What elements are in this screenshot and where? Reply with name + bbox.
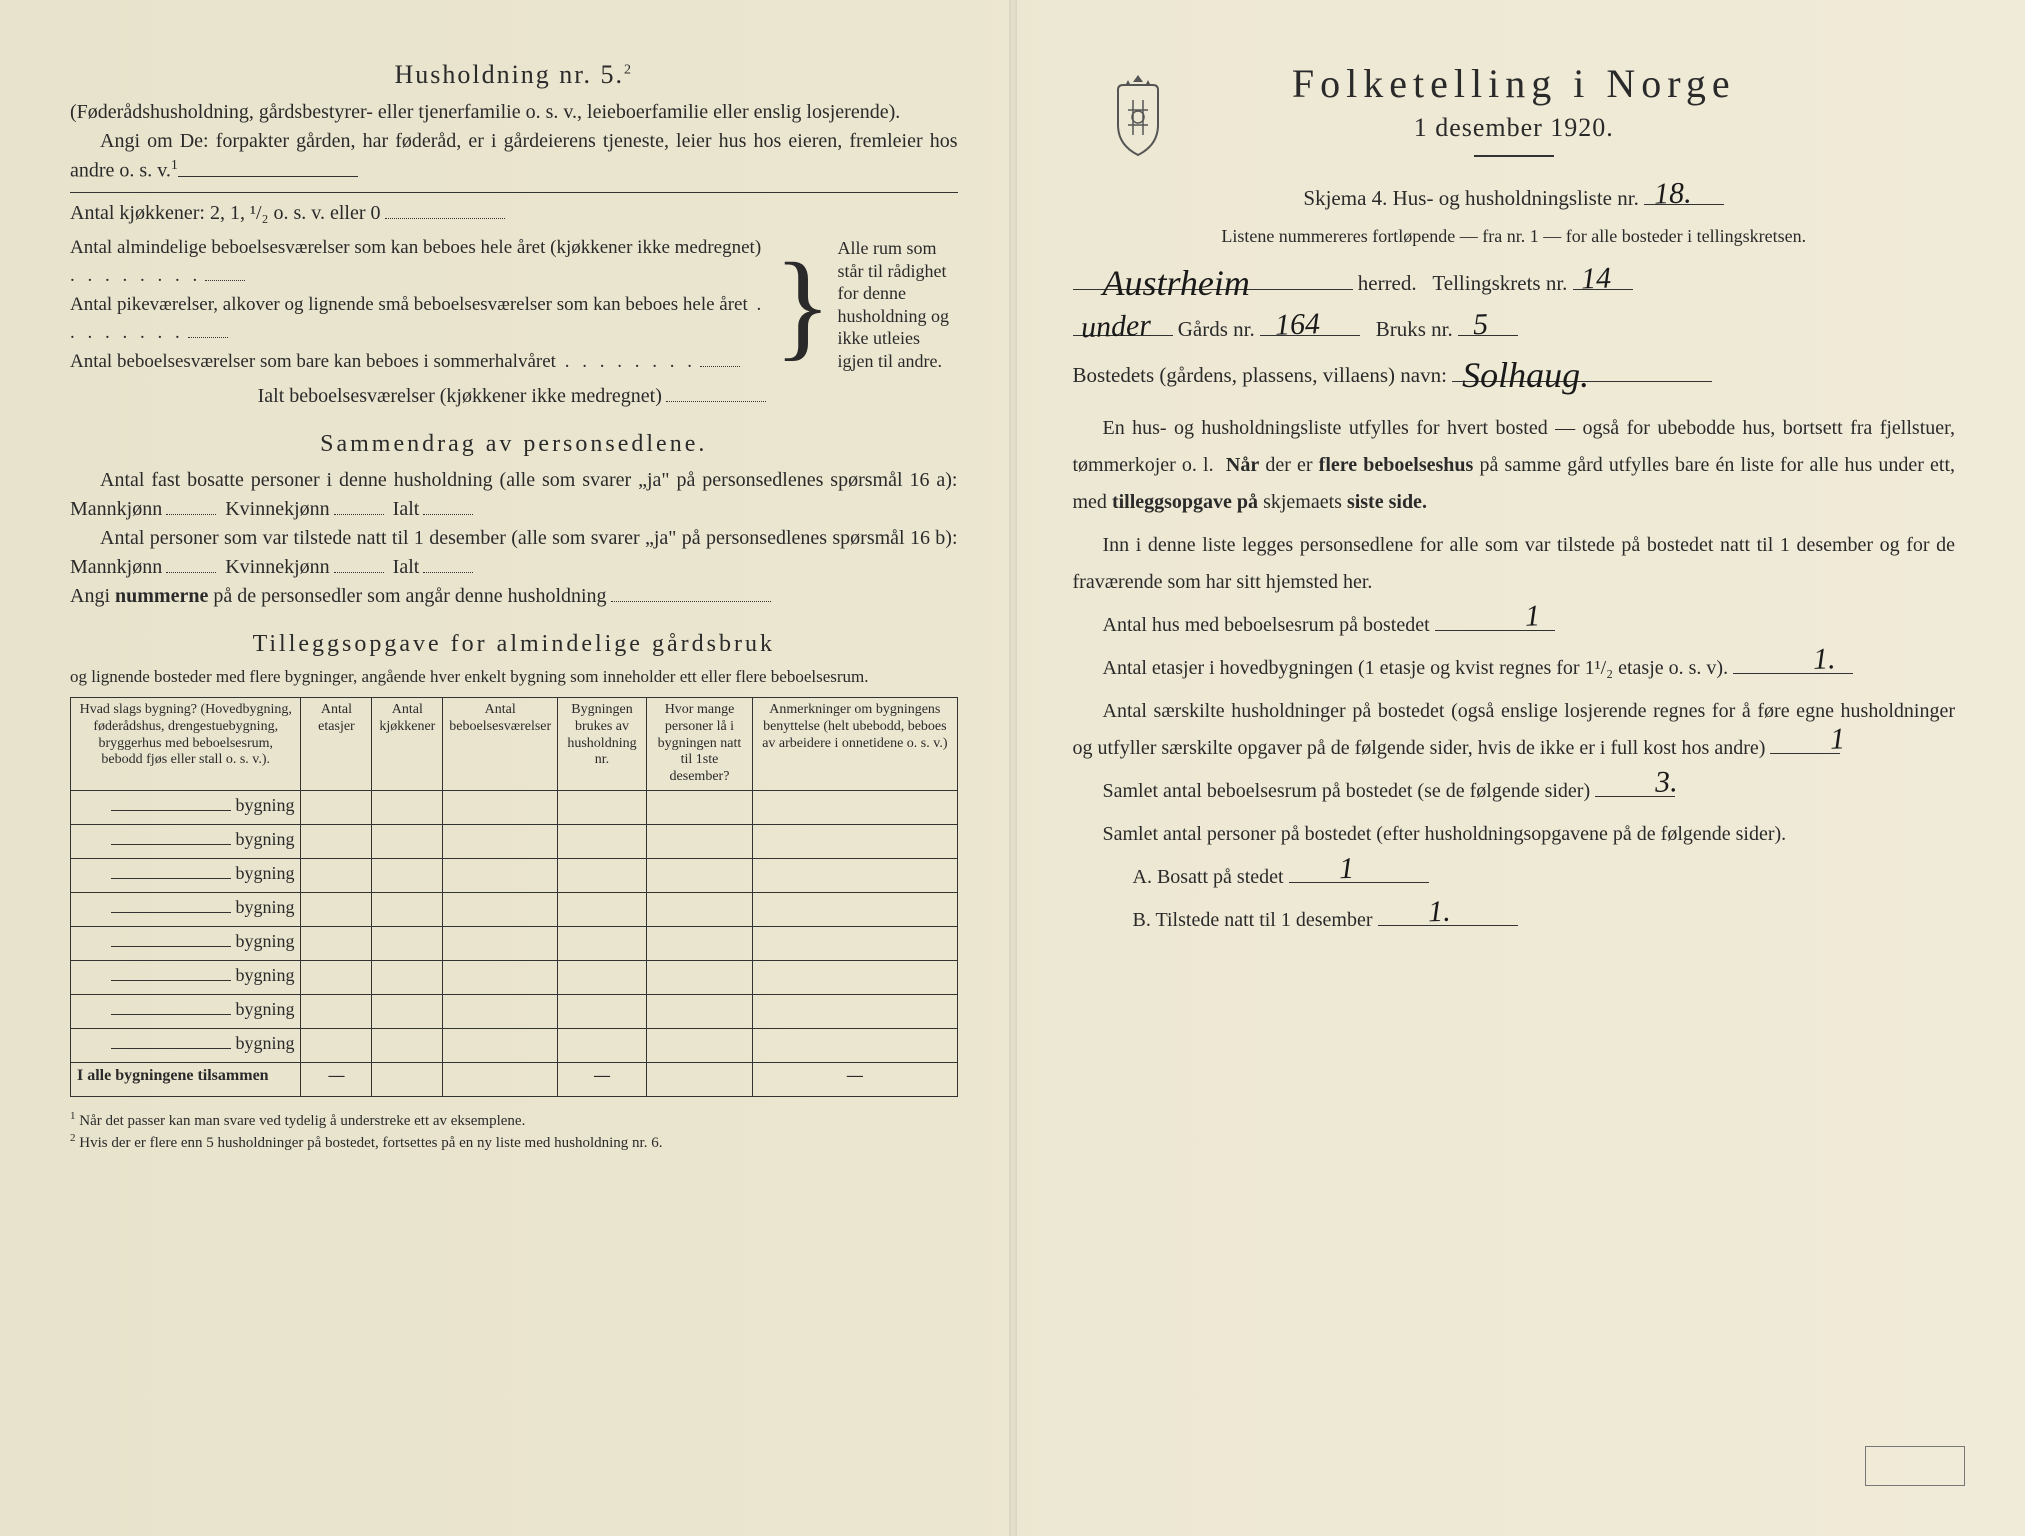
divider bbox=[1474, 155, 1554, 157]
left-page: Husholdning nr. 5.2 (Føderådshusholdning… bbox=[0, 0, 1013, 1536]
q5a-ans: 1 bbox=[1338, 841, 1355, 897]
gards-nr: 164 bbox=[1274, 294, 1321, 356]
table-row: bygning bbox=[71, 859, 958, 893]
rooms-brace-section: Antal almindelige beboelsesværelser som … bbox=[70, 234, 958, 377]
q5a: A. Bosatt på stedet 1 bbox=[1073, 859, 1956, 896]
intro-instruction: Angi om De: forpakter gården, har føderå… bbox=[70, 127, 958, 186]
table-row: bygning bbox=[71, 893, 958, 927]
skjema-line: Skjema 4. Hus- og husholdningsliste nr. … bbox=[1073, 177, 1956, 219]
subtitle: 1 desember 1920. bbox=[1073, 113, 1956, 143]
right-body: En hus- og husholdningsliste utfylles fo… bbox=[1073, 410, 1956, 939]
summary-line3: Angi nummerne på de personsedler som ang… bbox=[70, 582, 958, 611]
supplement-title: Tilleggsopgave for almindelige gårdsbruk bbox=[70, 631, 958, 658]
table-row: bygning bbox=[71, 1029, 958, 1063]
q5: Samlet antal personer på bostedet (efter… bbox=[1073, 816, 1956, 853]
household-title: Husholdning nr. 5.2 bbox=[70, 60, 958, 90]
printer-stamp bbox=[1865, 1446, 1965, 1486]
q4-ans: 3. bbox=[1624, 754, 1678, 811]
building-table: Hvad slags bygning? (Hovedbygning, føder… bbox=[70, 697, 958, 1097]
para1: En hus- og husholdningsliste utfylles fo… bbox=[1073, 410, 1956, 521]
summary-title: Sammendrag av personsedlene. bbox=[70, 431, 958, 458]
table-row: bygning bbox=[71, 995, 958, 1029]
th-remarks: Anmerkninger om bygningens benyttelse (h… bbox=[753, 698, 957, 791]
th-rooms: Antal beboelsesværelser bbox=[443, 698, 558, 791]
table-row: bygning bbox=[71, 927, 958, 961]
footnotes: 1 Når det passer kan man svare ved tydel… bbox=[70, 1109, 958, 1154]
brace-caption: Alle rum som står til rådighet for denne… bbox=[838, 237, 958, 372]
summary-line1: Antal fast bosatte personer i denne hush… bbox=[70, 466, 958, 524]
brace-item-3: Antal beboelsesværelser som bare kan beb… bbox=[70, 348, 768, 377]
tellingskrets-nr: 14 bbox=[1580, 248, 1612, 309]
skjema-nr: 18. bbox=[1653, 163, 1693, 224]
under-value: under bbox=[1079, 296, 1151, 358]
summary-line2: Antal personer som var tilstede natt til… bbox=[70, 524, 958, 582]
table-row: bygning bbox=[71, 961, 958, 995]
table-total-row: I alle bygningene tilsammen——— bbox=[71, 1063, 958, 1097]
q3-ans: 1 bbox=[1799, 711, 1846, 768]
kitchen-line: Antal kjøkkener: 2, 1, ¹/₂ o. s. v. elle… bbox=[70, 199, 958, 228]
th-household: Bygningen brukes av husholdning nr. bbox=[558, 698, 647, 791]
th-persons: Hvor mange personer lå i bygningen natt … bbox=[646, 698, 752, 791]
curly-brace-icon: } bbox=[768, 248, 838, 362]
main-title: Folketelling i Norge bbox=[1073, 60, 1956, 107]
ialt-line: Ialt beboelsesværelser (kjøkkener ikke m… bbox=[70, 382, 958, 411]
q3: Antal særskilte husholdninger på bostede… bbox=[1073, 693, 1956, 767]
footnote-1: Når det passer kan man svare ved tydelig… bbox=[79, 1113, 525, 1129]
th-floors: Antal etasjer bbox=[301, 698, 372, 791]
table-row: bygning bbox=[71, 791, 958, 825]
title-superscript: 2 bbox=[624, 62, 633, 77]
building-table-body: bygning bygning bygning bygning bygning … bbox=[71, 791, 958, 1097]
title-text: Husholdning nr. 5. bbox=[394, 60, 624, 89]
brace-item-1: Antal almindelige beboelsesværelser som … bbox=[70, 234, 768, 291]
q5b: B. Tilstede natt til 1 desember 1. bbox=[1073, 902, 1956, 939]
bosted-line: Bostedets (gårdens, plassens, villaens) … bbox=[1073, 354, 1956, 396]
q2-ans: 1. bbox=[1782, 631, 1836, 688]
table-row: bygning bbox=[71, 825, 958, 859]
q4: Samlet antal beboelsesrum på bostedet (s… bbox=[1073, 773, 1956, 810]
th-kitchens: Antal kjøkkener bbox=[372, 698, 443, 791]
bosted-name: Solhaug. bbox=[1462, 339, 1589, 411]
brace-item-2: Antal pikeværelser, alkover og lignende … bbox=[70, 291, 768, 348]
q2: Antal etasjer i hovedbygningen (1 etasje… bbox=[1073, 650, 1956, 687]
supplement-sub: og lignende bosteder med flere bygninger… bbox=[70, 666, 958, 689]
q1-ans: 1 bbox=[1494, 588, 1541, 645]
coat-of-arms-icon bbox=[1103, 70, 1173, 160]
q5b-ans: 1. bbox=[1427, 884, 1451, 940]
right-page: Folketelling i Norge 1 desember 1920. Sk… bbox=[1013, 0, 2025, 1536]
census-document: Husholdning nr. 5.2 (Føderådshusholdning… bbox=[0, 0, 2025, 1536]
header: Folketelling i Norge 1 desember 1920. bbox=[1073, 60, 1956, 157]
th-type: Hvad slags bygning? (Hovedbygning, føder… bbox=[71, 698, 301, 791]
herred-line: Austrheim herred. Tellingskrets nr. 14 bbox=[1073, 262, 1956, 304]
footnote-2: Hvis der er flere enn 5 husholdninger på… bbox=[79, 1135, 662, 1151]
intro-paren: (Føderådshusholdning, gårdsbestyrer- ell… bbox=[70, 98, 958, 127]
